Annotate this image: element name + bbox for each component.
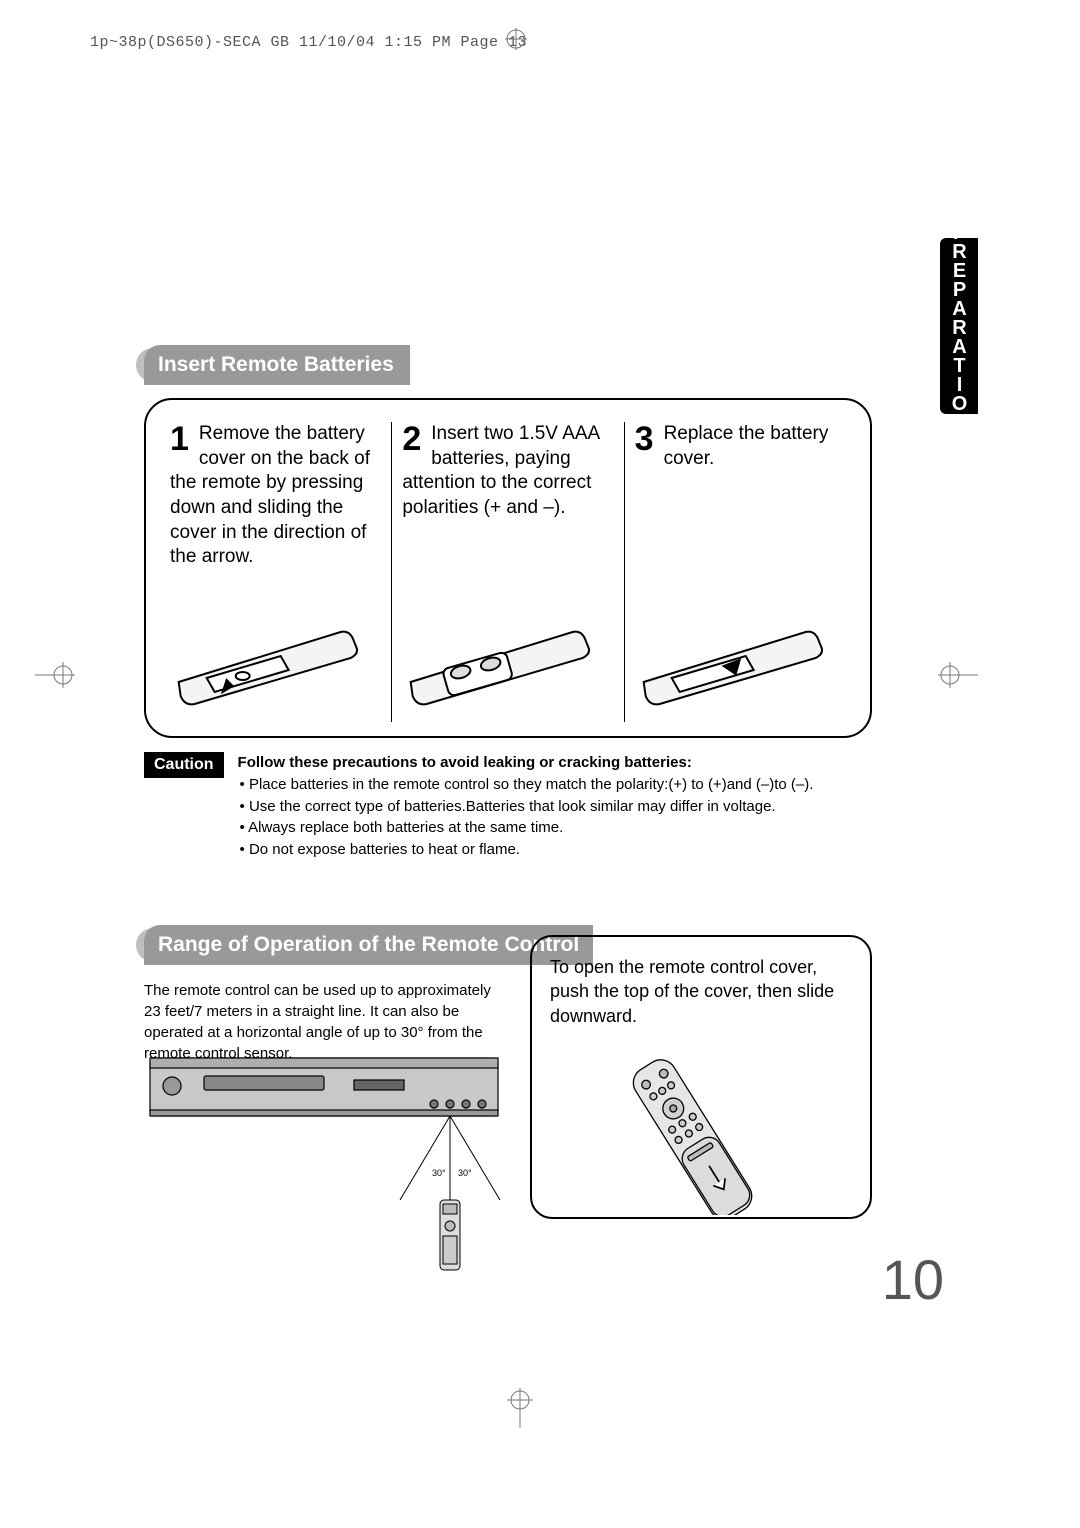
caution-item: Use the correct type of batteries.Batter… — [240, 796, 814, 818]
open-cover-text: To open the remote control cover, push t… — [550, 955, 852, 1028]
heading-text: Range of Operation of the Remote Control — [158, 933, 579, 956]
step-number: 3 — [635, 422, 654, 456]
step-1: 1 Remove the battery cover on the back o… — [160, 422, 391, 722]
step-3: 3 Replace the battery cover. — [624, 422, 856, 722]
step-number: 1 — [170, 422, 189, 456]
caution-item: Do not expose batteries to heat or flame… — [240, 839, 814, 861]
heading-text: Insert Remote Batteries — [158, 353, 394, 376]
section-tab-label: PREPARATION — [948, 222, 971, 431]
print-header: 1p~38p(DS650)-SECA GB 11/10/04 1:15 PM P… — [90, 34, 527, 51]
caution-label: Caution — [144, 752, 224, 778]
step-3-illustration — [635, 604, 846, 714]
step-2: 2 Insert two 1.5V AAA batteries, paying … — [391, 422, 623, 722]
caution-block: Caution Follow these precautions to avoi… — [144, 752, 872, 861]
registration-mark-right — [938, 660, 978, 690]
heading-pill: Insert Remote Batteries — [144, 345, 410, 385]
caution-text: Follow these precautions to avoid leakin… — [238, 752, 814, 861]
registration-mark-top — [505, 28, 525, 48]
open-cover-box: To open the remote control cover, push t… — [530, 935, 872, 1219]
step-number: 2 — [402, 422, 421, 456]
page-number: 10 — [882, 1247, 944, 1312]
angle-left-label: 30° — [432, 1168, 446, 1178]
step-text: Replace the battery cover. — [664, 423, 829, 469]
caution-item: Always replace both batteries at the sam… — [240, 817, 814, 839]
steps-container: 1 Remove the battery cover on the back o… — [144, 398, 872, 738]
step-text: Remove the battery cover on the back of … — [170, 423, 370, 567]
step-text: Insert two 1.5V AAA batteries, paying at… — [402, 423, 599, 518]
caution-list: Place batteries in the remote control so… — [238, 774, 814, 861]
caution-heading: Follow these precautions to avoid leakin… — [238, 752, 814, 774]
caution-item: Place batteries in the remote control so… — [240, 774, 814, 796]
registration-mark-left — [35, 660, 75, 690]
heading-pill: Range of Operation of the Remote Control — [144, 925, 593, 965]
angle-right-label: 30° — [458, 1168, 472, 1178]
section-tab: PREPARATION — [940, 238, 978, 414]
registration-mark-bottom — [505, 1388, 535, 1428]
open-cover-illustration — [550, 1040, 852, 1220]
device-illustration: 30° 30° — [144, 1050, 504, 1280]
section-heading-2: Range of Operation of the Remote Control — [144, 925, 593, 965]
section-heading-1: Insert Remote Batteries — [144, 345, 410, 385]
step-2-illustration — [402, 604, 613, 714]
step-1-illustration — [170, 604, 381, 714]
